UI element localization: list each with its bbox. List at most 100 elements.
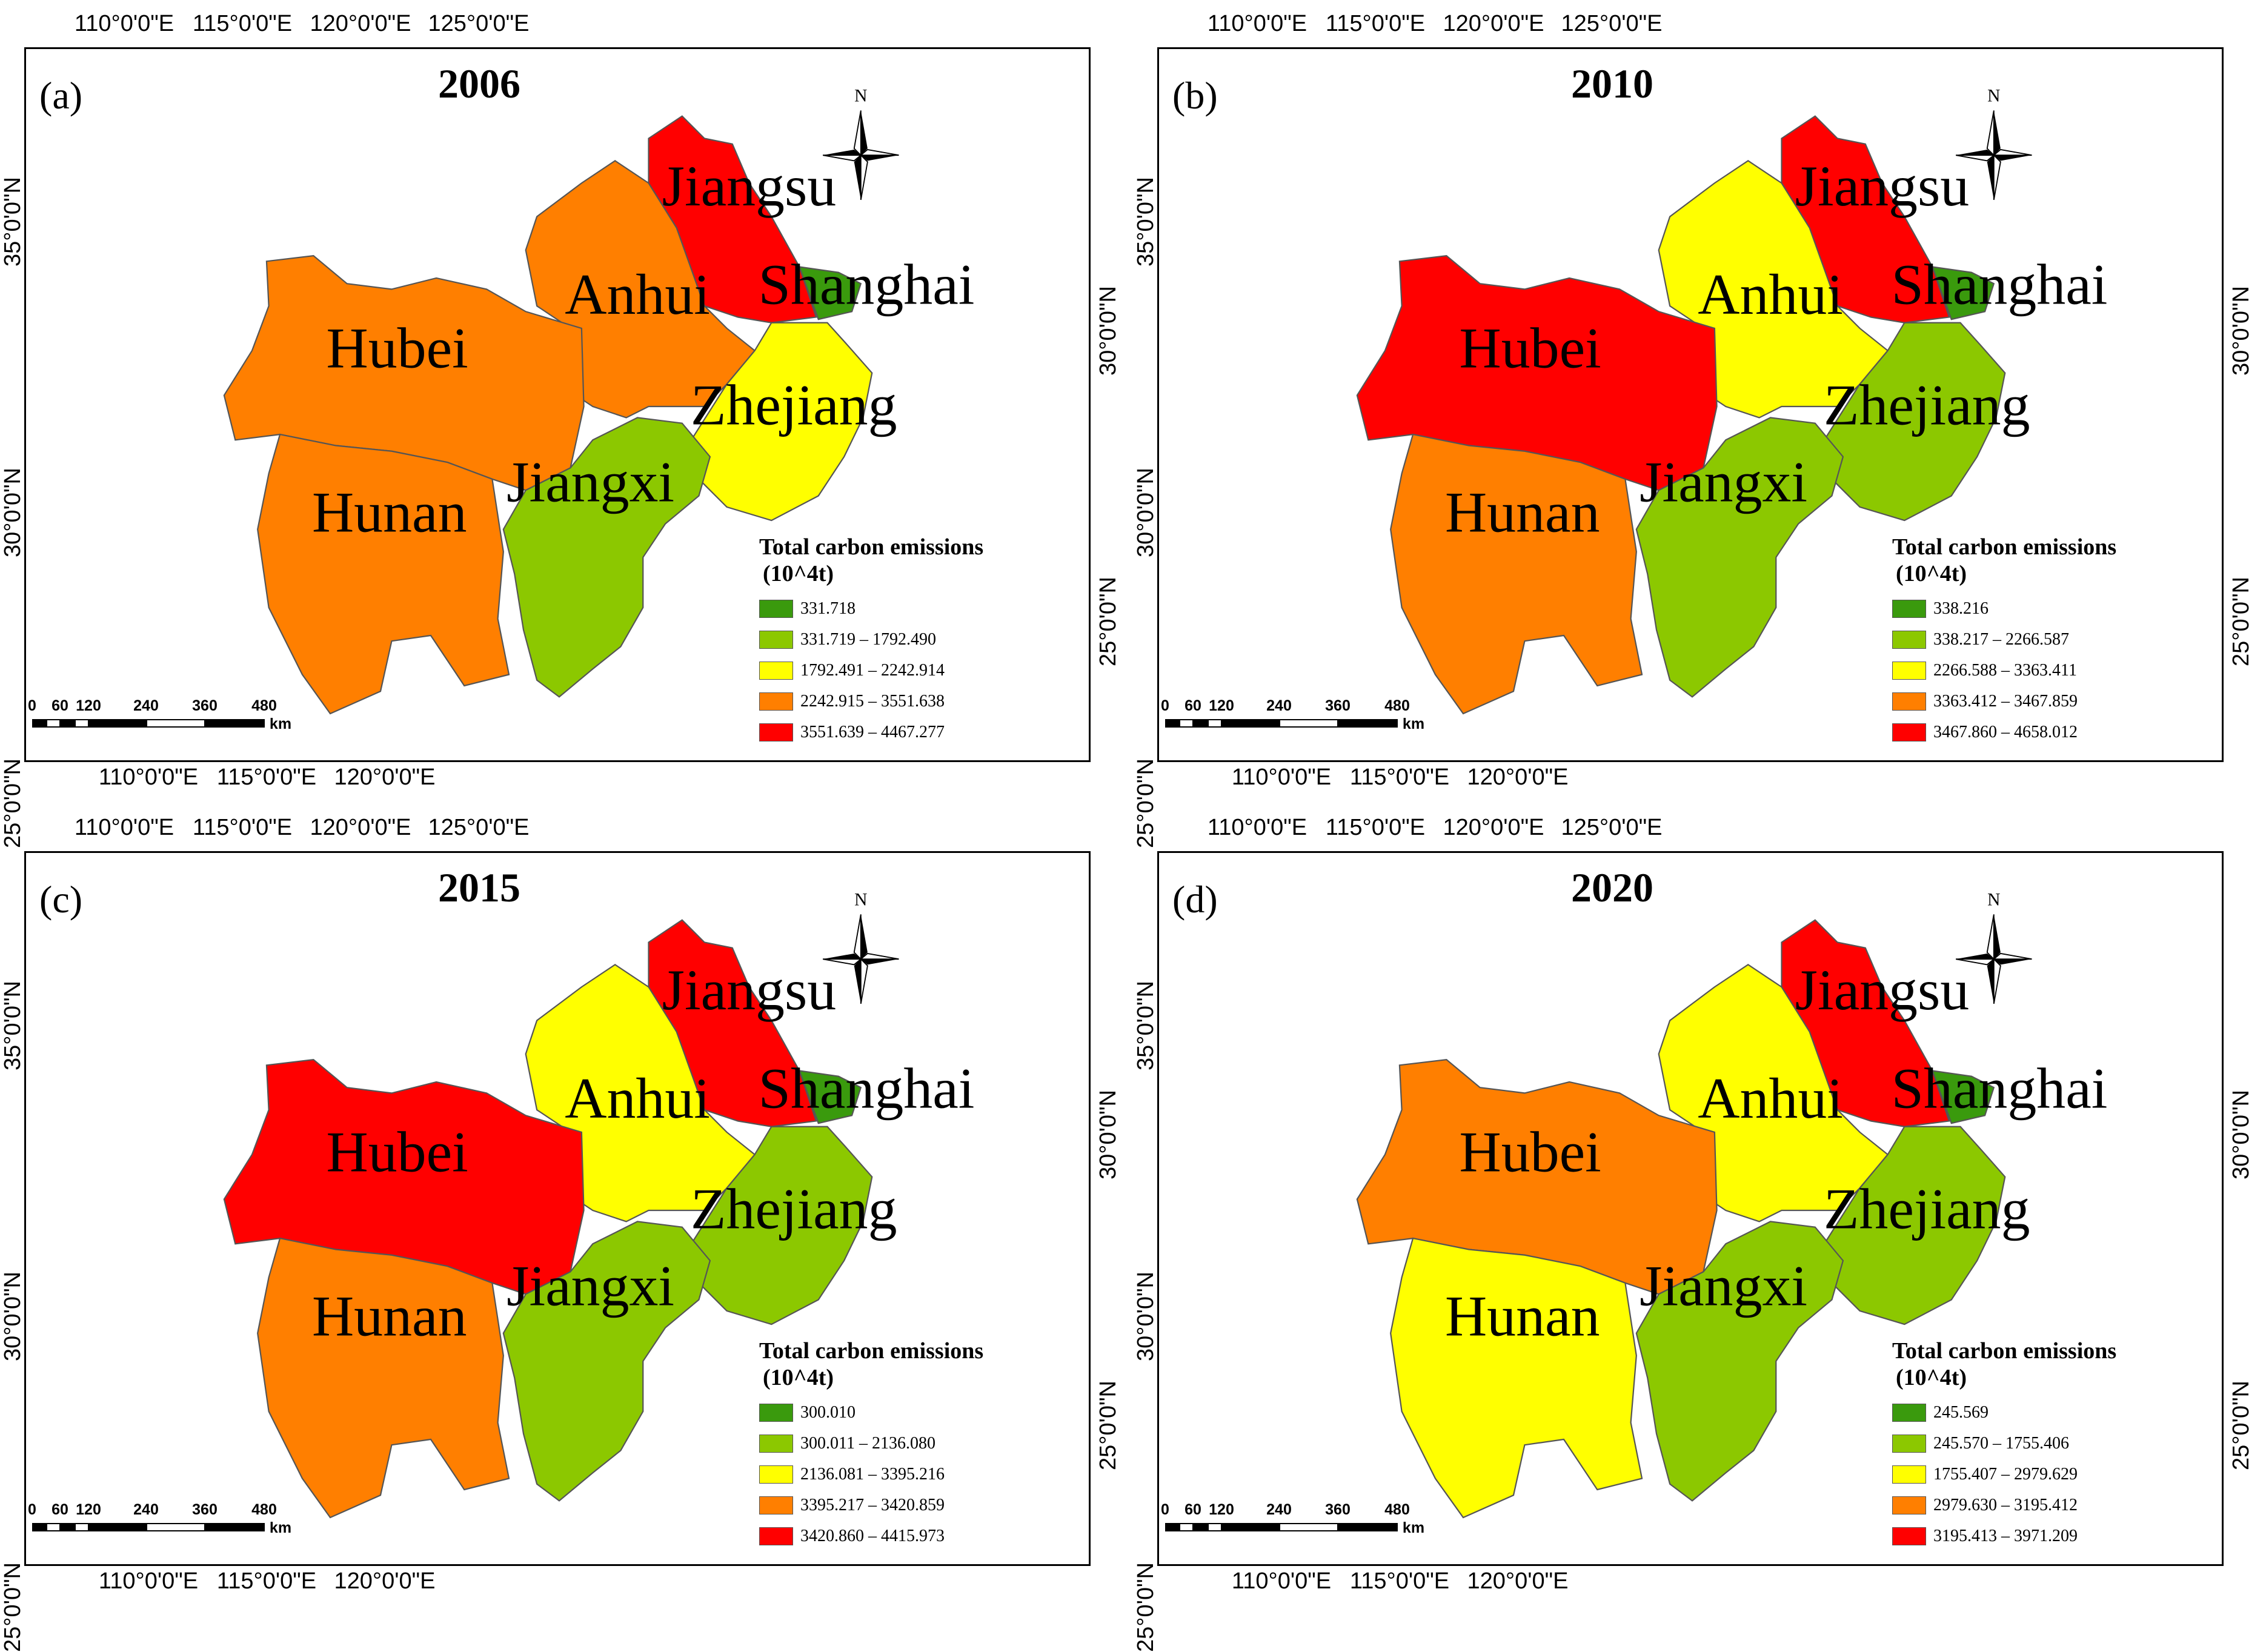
scale-segment [1179, 1523, 1194, 1531]
province-jiangxi[interactable] [502, 417, 711, 698]
province-hunan[interactable] [1390, 1237, 1643, 1519]
province-shanghai[interactable] [1931, 1070, 1995, 1124]
longitude-tick-label: 120°0'0"E [310, 11, 411, 36]
latitude-tick-label: 35°0'0"N [0, 981, 25, 1070]
province-label-jiangsu: Jiangsu [1795, 154, 1970, 218]
province-jiangxi[interactable] [1635, 1221, 1844, 1502]
legend-item: 331.719 – 1792.490 [759, 624, 983, 655]
latitude-tick-label: 30°0'0"N [1133, 468, 1158, 557]
province-label-zhejiang: Zhejiang [691, 373, 897, 437]
legend-range-label: 300.011 – 2136.080 [800, 1433, 935, 1453]
province-shanghai[interactable] [798, 1070, 862, 1124]
legend-unit: (10^4t) [763, 1365, 834, 1390]
legend-item: 338.217 – 2266.587 [1892, 624, 2116, 655]
latitude-tick-label: 25°0'0"N [0, 1562, 25, 1652]
legend-swatch [1892, 1527, 1926, 1545]
province-hunan[interactable] [257, 433, 510, 715]
scale-segment [60, 1523, 75, 1531]
province-anhui[interactable] [525, 964, 756, 1222]
longitude-tick-label: 120°0'0"E [1467, 765, 1569, 790]
scale-segment [1208, 719, 1222, 728]
province-shanghai[interactable] [1931, 266, 1995, 320]
longitude-tick-label: 115°0'0"E [192, 11, 293, 36]
province-zhejiang[interactable] [1819, 322, 2006, 522]
legend-swatch [759, 692, 793, 711]
legend-title: Total carbon emissions [759, 534, 984, 560]
scale-tick-label: 480 [1384, 1501, 1410, 1518]
province-jiangxi[interactable] [1635, 417, 1844, 698]
scale-tick-label: 0 [28, 1501, 36, 1518]
map-frame: Jiangsu Shanghai Anhui Hubei Zhejiang Jiangxi… [24, 47, 1091, 762]
legend-range-label: 1792.491 – 2242.914 [800, 660, 945, 680]
legend-item: 1792.491 – 2242.914 [759, 655, 983, 686]
scale-tick-label: 60 [1184, 697, 1201, 714]
scale-segment [1279, 719, 1338, 728]
scale-bar: 0 60 120 240 360 480 km [26, 697, 317, 746]
scale-tick-label: 360 [192, 1501, 218, 1518]
legend-item: 3363.412 – 3467.859 [1892, 686, 2116, 717]
legend-swatch [1892, 1403, 1926, 1422]
scale-tick-label: 120 [1209, 697, 1234, 714]
legend-item: 300.010 [759, 1397, 983, 1428]
legend-swatch [759, 1434, 793, 1453]
panel-letter: (d) [1172, 878, 1218, 921]
province-anhui[interactable] [1658, 964, 1889, 1222]
legend-range-label: 1755.407 – 2979.629 [1933, 1464, 2078, 1484]
legend: Total carbon emissions (10^4t) 331.718 331.… [759, 534, 983, 748]
latitude-tick-label: 25°0'0"N [2228, 1381, 2254, 1470]
map-panel-2015: Jiangsu Shanghai Anhui Hubei Zhejiang Jiangxi… [0, 804, 1133, 1652]
legend-item: 245.569 [1892, 1397, 2116, 1428]
province-zhejiang[interactable] [1819, 1126, 2006, 1325]
latitude-tick-label: 35°0'0"N [1133, 177, 1158, 267]
province-map: Jiangsu Shanghai Anhui Hubei Zhejiang Jiangxi… [223, 87, 974, 715]
province-zhejiang[interactable] [686, 1126, 873, 1325]
panel-year-title: 2020 [1571, 864, 1653, 911]
legend-swatch [759, 723, 793, 741]
legend-item: 2266.588 – 3363.411 [1892, 655, 2116, 686]
scale-bar: 0 60 120 240 360 480 km [26, 1501, 317, 1550]
province-anhui[interactable] [1658, 160, 1889, 419]
legend-item: 2136.081 – 3395.216 [759, 1459, 983, 1490]
scale-unit: km [1402, 715, 1425, 732]
province-label-shanghai: Shanghai [759, 1056, 975, 1120]
legend-item: 3467.860 – 4658.012 [1892, 717, 2116, 748]
scale-segment [75, 719, 89, 728]
latitude-tick-label: 30°0'0"N [2228, 1090, 2254, 1179]
province-hunan[interactable] [257, 1237, 510, 1519]
scale-tick-label: 240 [133, 697, 159, 714]
legend-title: Total carbon emissions [759, 1338, 984, 1364]
province-label-shanghai: Shanghai [1892, 252, 2108, 316]
legend: Total carbon emissions (10^4t) 300.010 300.… [759, 1338, 983, 1551]
province-hunan[interactable] [1390, 433, 1643, 715]
legend-swatch [1892, 692, 1926, 711]
legend-swatch [759, 630, 793, 649]
scale-tick-label: 240 [133, 1501, 159, 1518]
province-jiangxi[interactable] [502, 1221, 711, 1502]
legend-range-label: 3551.639 – 4467.277 [800, 722, 945, 741]
longitude-tick-label: 120°0'0"E [334, 765, 436, 790]
province-zhejiang[interactable] [686, 322, 873, 522]
province-label-jiangxi: Jiangxi [507, 1254, 674, 1318]
legend-item: 338.216 [1892, 593, 2116, 624]
legend: Total carbon emissions (10^4t) 245.569 245.… [1892, 1338, 2116, 1551]
legend-unit: (10^4t) [1896, 1365, 1967, 1390]
province-anhui[interactable] [525, 160, 756, 419]
longitude-tick-label: 120°0'0"E [1467, 1568, 1569, 1594]
scale-segment [205, 719, 265, 728]
compass-label: N [854, 891, 867, 910]
panel-year-title: 2015 [438, 864, 520, 911]
scale-segment [205, 1523, 265, 1531]
map-frame: Jiangsu Shanghai Anhui Hubei Zhejiang Jiangxi… [24, 851, 1091, 1566]
scale-tick-label: 480 [251, 1501, 277, 1518]
scale-tick-label: 360 [1325, 697, 1351, 714]
scale-segment [75, 1523, 89, 1531]
scale-tick-label: 480 [1384, 697, 1410, 714]
scale-tick-label: 60 [1184, 1501, 1201, 1518]
province-shanghai[interactable] [798, 266, 862, 320]
longitude-tick-label: 125°0'0"E [428, 815, 530, 840]
longitude-tick-label: 110°0'0"E [98, 765, 199, 790]
latitude-tick-label: 35°0'0"N [0, 177, 25, 267]
scale-segment [46, 1523, 61, 1531]
scale-bar: 0 60 120 240 360 480 km [1159, 697, 1450, 746]
province-label-hunan: Hunan [312, 1284, 467, 1348]
